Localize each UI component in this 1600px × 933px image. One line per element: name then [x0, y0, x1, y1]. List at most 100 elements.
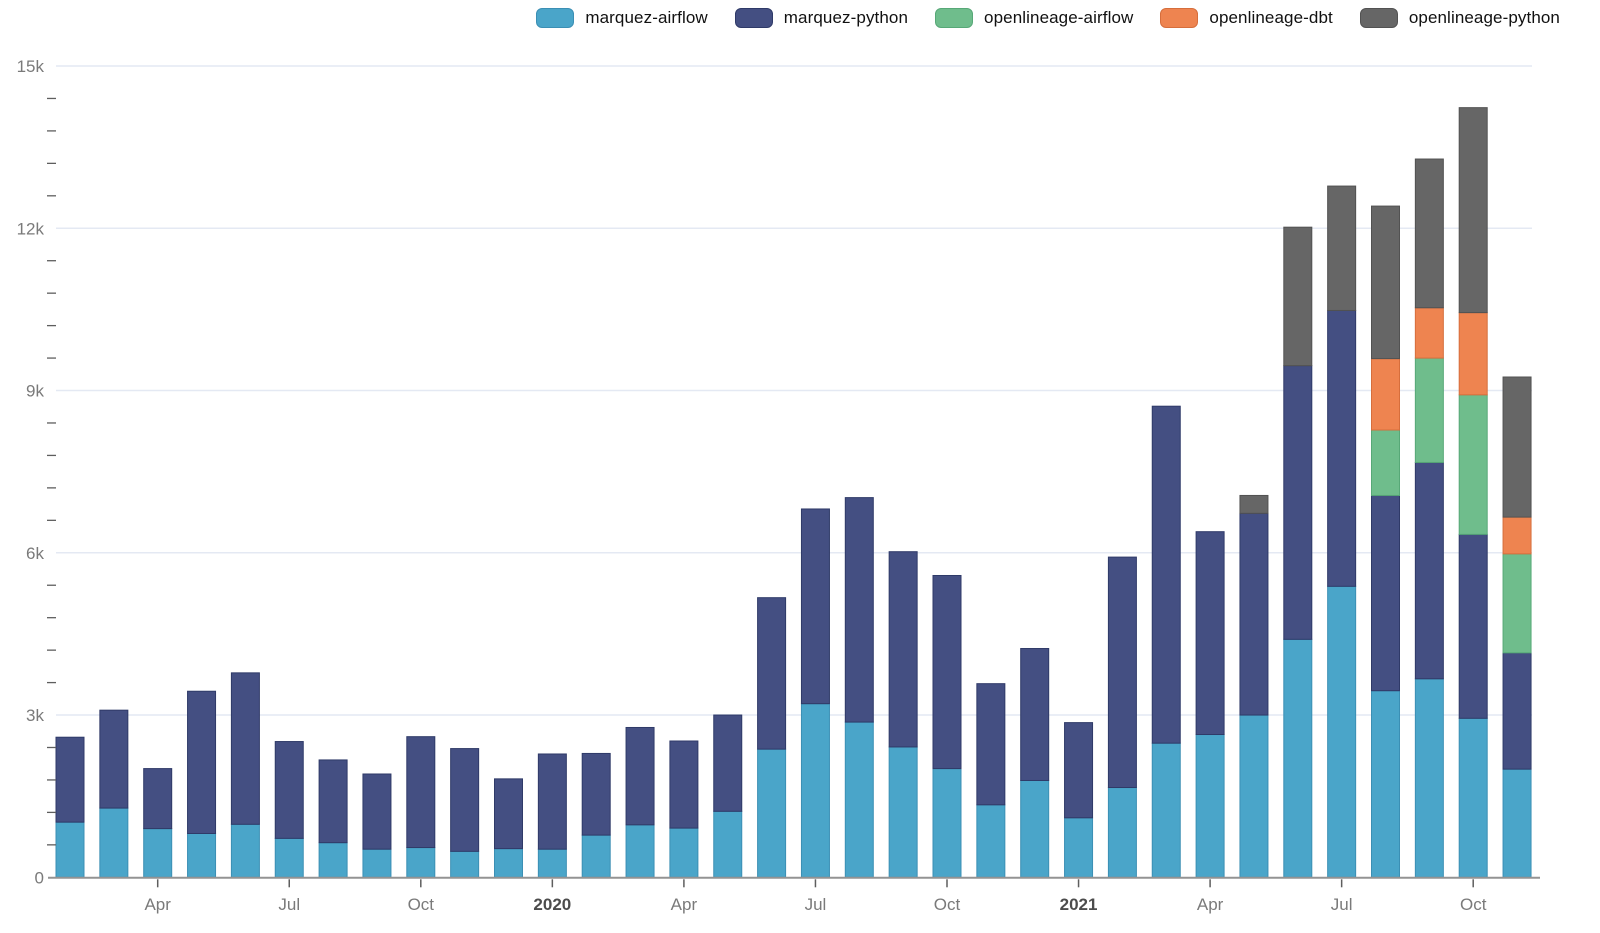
- bar-segment-openlineage-python-2021-05[interactable]: [1239, 494, 1269, 514]
- bar-segment-marquez-python-2020-11[interactable]: [976, 683, 1006, 806]
- legend-swatch-marquez-python: [734, 8, 773, 28]
- bar-segment-marquez-airflow-2019-03[interactable]: [99, 807, 129, 878]
- legend-item-marquez-python[interactable]: marquez-python: [734, 8, 908, 28]
- legend-item-openlineage-python[interactable]: openlineage-python: [1359, 8, 1560, 28]
- bar-segment-openlineage-dbt-2021-08[interactable]: [1371, 358, 1400, 431]
- legend-swatch-marquez-airflow: [536, 8, 575, 28]
- bar-segment-marquez-python-2021-07[interactable]: [1327, 309, 1357, 587]
- bar-segment-marquez-airflow-2021-09[interactable]: [1414, 678, 1444, 878]
- bar-segment-marquez-airflow-2021-04[interactable]: [1195, 734, 1225, 878]
- bar-segment-openlineage-dbt-2021-10[interactable]: [1458, 312, 1488, 396]
- bar-segment-marquez-python-2021-06[interactable]: [1283, 365, 1313, 640]
- bar-segment-marquez-airflow-2021-11[interactable]: [1502, 768, 1532, 878]
- bar-segment-marquez-python-2021-09[interactable]: [1414, 461, 1444, 680]
- x-tick-label: Jul: [1331, 895, 1353, 914]
- bar-segment-marquez-airflow-2020-08[interactable]: [844, 721, 874, 878]
- bar-segment-marquez-airflow-2019-02[interactable]: [55, 821, 85, 878]
- bar-segment-marquez-python-2020-02[interactable]: [581, 752, 611, 836]
- bar-segment-marquez-python-2020-05[interactable]: [713, 714, 743, 812]
- bar-segment-marquez-python-2019-12[interactable]: [494, 778, 523, 850]
- bar-segment-marquez-airflow-2021-10[interactable]: [1458, 717, 1488, 878]
- bar-segment-marquez-python-2021-11[interactable]: [1502, 652, 1532, 770]
- x-tick-label: Apr: [671, 895, 698, 914]
- bar-segment-marquez-python-2020-09[interactable]: [888, 551, 918, 748]
- bar-segment-marquez-airflow-2019-06[interactable]: [230, 823, 260, 878]
- bar-segment-marquez-airflow-2020-11[interactable]: [976, 804, 1006, 878]
- bar-segment-marquez-airflow-2020-01[interactable]: [537, 848, 567, 878]
- bar-segment-marquez-python-2021-10[interactable]: [1458, 533, 1488, 719]
- x-tick-label: 2020: [533, 895, 571, 914]
- x-tick-label: Oct: [934, 895, 961, 914]
- bar-segment-marquez-airflow-2020-09[interactable]: [888, 746, 918, 878]
- bar-segment-openlineage-airflow-2021-09[interactable]: [1414, 357, 1444, 463]
- bar-segment-marquez-airflow-2019-07[interactable]: [274, 837, 304, 878]
- bar-segment-marquez-airflow-2021-01[interactable]: [1064, 817, 1094, 878]
- bar-segment-marquez-airflow-2019-10[interactable]: [406, 847, 436, 878]
- legend-item-marquez-airflow[interactable]: marquez-airflow: [536, 8, 708, 28]
- bar-segment-marquez-python-2020-03[interactable]: [625, 726, 655, 826]
- legend-label: openlineage-python: [1408, 8, 1560, 27]
- legend-item-openlineage-dbt[interactable]: openlineage-dbt: [1160, 8, 1333, 28]
- bar-segment-openlineage-python-2021-07[interactable]: [1327, 185, 1357, 311]
- legend-item-openlineage-airflow[interactable]: openlineage-airflow: [935, 8, 1133, 28]
- bar-segment-marquez-python-2020-07[interactable]: [800, 508, 830, 705]
- bar-segment-openlineage-airflow-2021-11[interactable]: [1502, 553, 1532, 654]
- bar-segment-marquez-python-2020-06[interactable]: [757, 597, 787, 750]
- bar-segment-marquez-python-2020-04[interactable]: [669, 740, 699, 829]
- bar-segment-marquez-airflow-2020-10[interactable]: [932, 768, 962, 878]
- bar-segment-marquez-python-2021-02[interactable]: [1107, 556, 1137, 789]
- bar-segment-marquez-python-2020-10[interactable]: [932, 574, 962, 770]
- bar-segment-marquez-airflow-2019-12[interactable]: [494, 848, 523, 878]
- bar-segment-marquez-python-2021-08[interactable]: [1371, 494, 1400, 692]
- bar-segment-marquez-airflow-2020-05[interactable]: [713, 810, 743, 878]
- bar-segment-marquez-python-2020-12[interactable]: [1020, 648, 1050, 781]
- bar-segment-marquez-airflow-2019-05[interactable]: [187, 832, 217, 878]
- legend-swatch-openlineage-airflow: [935, 8, 974, 28]
- bar-segment-marquez-python-2020-01[interactable]: [537, 753, 567, 850]
- bar-segment-marquez-python-2019-11[interactable]: [450, 748, 480, 852]
- legend-swatch-openlineage-python: [1359, 8, 1398, 28]
- bar-segment-marquez-airflow-2021-02[interactable]: [1107, 787, 1137, 878]
- bar-segment-marquez-python-2021-01[interactable]: [1064, 722, 1094, 819]
- bar-segment-marquez-airflow-2021-07[interactable]: [1327, 585, 1357, 878]
- bar-segment-marquez-airflow-2021-05[interactable]: [1239, 714, 1269, 878]
- bar-segment-marquez-airflow-2020-07[interactable]: [800, 703, 830, 878]
- bar-segment-marquez-python-2019-06[interactable]: [230, 672, 260, 825]
- bar-segment-openlineage-python-2021-11[interactable]: [1502, 376, 1532, 518]
- bar-segment-marquez-python-2019-08[interactable]: [318, 759, 348, 844]
- bar-segment-marquez-airflow-2020-12[interactable]: [1020, 779, 1050, 878]
- bar-segment-openlineage-python-2021-10[interactable]: [1458, 107, 1488, 314]
- bar-segment-marquez-airflow-2021-03[interactable]: [1151, 742, 1181, 878]
- bar-segment-openlineage-dbt-2021-11[interactable]: [1502, 516, 1532, 555]
- bar-segment-marquez-airflow-2021-06[interactable]: [1283, 638, 1313, 878]
- bar-segment-marquez-python-2019-09[interactable]: [362, 773, 392, 850]
- bar-segment-marquez-python-2019-04[interactable]: [143, 768, 173, 830]
- bar-segment-openlineage-airflow-2021-10[interactable]: [1458, 394, 1488, 535]
- bar-segment-marquez-python-2019-10[interactable]: [406, 736, 436, 849]
- bar-segment-marquez-airflow-2019-08[interactable]: [318, 842, 348, 878]
- bar-segment-marquez-airflow-2020-02[interactable]: [581, 834, 611, 878]
- x-tick-label: Jul: [278, 895, 300, 914]
- legend-label: openlineage-dbt: [1209, 8, 1333, 27]
- bar-segment-marquez-airflow-2019-04[interactable]: [143, 828, 173, 878]
- bar-segment-marquez-airflow-2021-08[interactable]: [1371, 690, 1400, 878]
- bar-segment-marquez-python-2019-07[interactable]: [274, 741, 304, 839]
- bar-segment-marquez-python-2021-05[interactable]: [1239, 512, 1269, 716]
- bar-segment-marquez-python-2021-03[interactable]: [1151, 405, 1181, 744]
- bar-segment-openlineage-airflow-2021-08[interactable]: [1371, 429, 1400, 496]
- bar-segment-marquez-airflow-2020-06[interactable]: [757, 748, 787, 878]
- bar-segment-marquez-airflow-2019-11[interactable]: [450, 850, 480, 878]
- bar-segment-marquez-python-2019-05[interactable]: [187, 690, 217, 834]
- bar-segment-marquez-airflow-2019-09[interactable]: [362, 848, 392, 878]
- bar-segment-openlineage-python-2021-09[interactable]: [1414, 158, 1444, 309]
- x-tick-label: Jul: [805, 895, 827, 914]
- bar-segment-marquez-python-2019-03[interactable]: [99, 709, 129, 809]
- bar-segment-openlineage-dbt-2021-09[interactable]: [1414, 307, 1444, 359]
- bar-segment-marquez-python-2020-08[interactable]: [844, 497, 874, 723]
- bar-segment-marquez-airflow-2020-04[interactable]: [669, 827, 699, 878]
- bar-segment-marquez-airflow-2020-03[interactable]: [625, 824, 655, 878]
- bar-segment-marquez-python-2019-02[interactable]: [55, 736, 85, 823]
- bar-segment-marquez-python-2021-04[interactable]: [1195, 531, 1225, 736]
- bar-segment-openlineage-python-2021-08[interactable]: [1371, 205, 1400, 360]
- bar-segment-openlineage-python-2021-06[interactable]: [1283, 226, 1313, 367]
